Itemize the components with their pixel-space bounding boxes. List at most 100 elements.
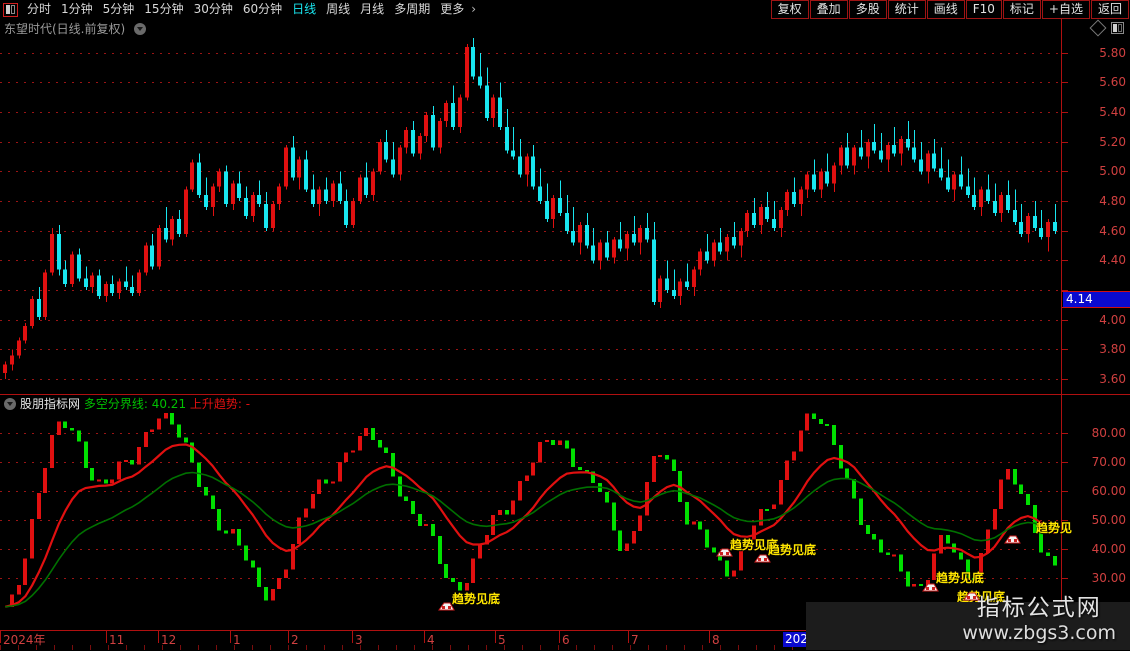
period-tab-1[interactable]: 1分钟 [61, 2, 93, 16]
price-axis-label: 5.00 [1099, 164, 1126, 178]
split-pane-icon[interactable] [3, 2, 18, 17]
period-tab-9[interactable]: 多周期 [394, 2, 431, 16]
chevron-down-circle-icon[interactable] [4, 398, 16, 410]
period-tab-4[interactable]: 30分钟 [193, 2, 233, 16]
period-tab-8[interactable]: 月线 [360, 2, 385, 16]
date-axis-minor-tick [252, 645, 253, 650]
date-axis-minor-tick [540, 645, 541, 650]
price-guide-line [1062, 307, 1130, 309]
date-axis-minor-tick [468, 645, 469, 650]
indicator-source-label: 股朋指标网 [20, 397, 81, 411]
date-axis-minor-tick [144, 645, 145, 650]
indicator-chart-plot[interactable] [0, 410, 1062, 630]
toolbar-buttons: 复权 叠加 多股 统计 画线 F10 标记 +自选 返回 [770, 0, 1130, 19]
date-axis-minor-tick [54, 645, 55, 650]
duogu-button[interactable]: 多股 [848, 0, 887, 19]
date-axis-separator [559, 631, 560, 643]
date-axis-minor-tick [306, 645, 307, 650]
date-axis-minor-tick [432, 645, 433, 650]
date-axis-minor-tick [180, 645, 181, 650]
period-tab-3[interactable]: 15分钟 [144, 2, 184, 16]
date-axis-minor-tick [522, 645, 523, 650]
indicator-header: 股朋指标网 多空分界线: 40.21 上升趋势: - [4, 397, 250, 412]
axis-tick [1062, 171, 1068, 172]
date-axis-separator [424, 631, 425, 643]
date-axis-separator [628, 631, 629, 643]
diejia-button[interactable]: 叠加 [809, 0, 848, 19]
watermark: 指标公式网 www.zbgs3.com [962, 594, 1116, 644]
price-axis-label: 3.60 [1099, 372, 1126, 386]
indicator-line1-value: 40.21 [151, 397, 187, 411]
page-title: 东望时代(日线.前复权) [4, 21, 147, 37]
date-axis-minor-tick [18, 645, 19, 650]
date-axis-minor-tick [360, 645, 361, 650]
price-axis-label: 5.80 [1099, 46, 1126, 60]
date-axis-minor-tick [36, 645, 37, 650]
date-axis-minor-tick [666, 645, 667, 650]
date-axis-separator [495, 631, 496, 643]
price-axis-label: 4.60 [1099, 224, 1126, 238]
indicator-line1-label: 多空分界线: [83, 397, 148, 411]
price-axis: 5.80 5.60 5.40 5.20 5.00 4.80 4.60 4.40 4.00 3.80… [1061, 19, 1130, 394]
date-axis-minor-tick [270, 645, 271, 650]
date-axis-separator [158, 631, 159, 643]
date-axis-minor-tick [612, 645, 613, 650]
axis-tick [1062, 549, 1068, 550]
date-axis-minor-tick [558, 645, 559, 650]
period-tab-5[interactable]: 60分钟 [242, 2, 283, 16]
indicator-panel: 股朋指标网 多空分界线: 40.21 上升趋势: - 80.00 70.00 60.… [0, 395, 1130, 630]
fuquan-button[interactable]: 复权 [770, 0, 809, 19]
price-axis-label: 5.20 [1099, 135, 1126, 149]
price-chart-plot[interactable] [0, 35, 1062, 394]
panel-corner-icons [1089, 19, 1124, 37]
date-axis-label: 4 [427, 633, 435, 647]
watermark-background [806, 602, 1130, 650]
date-axis-minor-tick [414, 645, 415, 650]
date-axis-minor-tick [288, 645, 289, 650]
indicator-axis-label: 30.00 [1091, 571, 1126, 585]
axis-tick [1062, 379, 1068, 380]
period-tab-10[interactable]: 更多 [440, 2, 465, 16]
period-tab-0[interactable]: 分时 [27, 2, 52, 16]
chevron-down-circle-icon[interactable] [134, 23, 147, 35]
add-favorite-button[interactable]: +自选 [1041, 0, 1090, 19]
indicator-axis: 80.00 70.00 60.00 50.00 40.00 30.00 [1061, 395, 1130, 630]
top-toolbar: 分时 1分钟 5分钟 15分钟 30分钟 60分钟 日线 周线 月线 多周期 更… [0, 0, 1130, 20]
indicator-axis-label: 50.00 [1091, 513, 1126, 527]
price-axis-label: 5.40 [1099, 105, 1126, 119]
period-tab-2[interactable]: 5分钟 [102, 2, 135, 16]
price-axis-label: 4.80 [1099, 194, 1126, 208]
f10-button[interactable]: F10 [965, 0, 1002, 19]
date-axis-label: 12 [161, 633, 177, 647]
axis-tick [1062, 520, 1068, 521]
axis-tick [1062, 462, 1068, 463]
back-button[interactable]: 返回 [1090, 0, 1129, 19]
indicator-line2-label: 上升趋势: [189, 397, 242, 411]
date-axis-separator [106, 631, 107, 643]
date-axis-separator [288, 631, 289, 643]
date-axis-minor-tick [234, 645, 235, 650]
axis-tick [1062, 290, 1068, 291]
date-axis-minor-tick [378, 645, 379, 650]
axis-tick [1062, 231, 1068, 232]
price-guide-line [1062, 291, 1130, 293]
indicator-axis-label: 40.00 [1091, 542, 1126, 556]
axis-tick [1062, 82, 1068, 83]
axis-tick [1062, 201, 1068, 202]
price-axis-label: 3.80 [1099, 342, 1126, 356]
axis-tick [1062, 491, 1068, 492]
more-arrow-icon[interactable]: › [471, 2, 477, 16]
date-axis-separator [0, 631, 1, 643]
date-axis-minor-tick [756, 645, 757, 650]
tongji-button[interactable]: 统计 [887, 0, 926, 19]
date-axis-minor-tick [720, 645, 721, 650]
date-axis-minor-tick [198, 645, 199, 650]
huaxian-button[interactable]: 画线 [926, 0, 965, 19]
biaoji-button[interactable]: 标记 [1002, 0, 1041, 19]
period-tab-7[interactable]: 周线 [326, 2, 351, 16]
date-axis-label: 1 [233, 633, 241, 647]
date-axis-minor-tick [774, 645, 775, 650]
split-pane-icon[interactable] [1111, 22, 1124, 34]
period-tab-6[interactable]: 日线 [292, 2, 317, 16]
